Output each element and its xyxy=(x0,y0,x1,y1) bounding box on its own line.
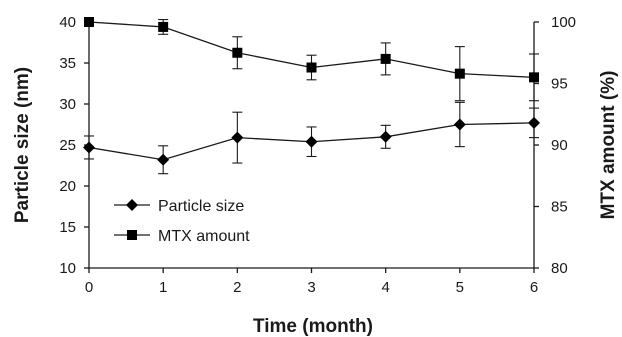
legend-marker xyxy=(127,230,137,240)
x-tick-label: 3 xyxy=(307,279,315,296)
y-right-tick-label: 90 xyxy=(551,137,568,154)
y-left-tick-label: 10 xyxy=(59,260,76,277)
y-axis-right-title: MTX amount (%) xyxy=(598,71,619,220)
y-left-tick-label: 20 xyxy=(59,178,76,195)
series-particle-size xyxy=(83,101,540,175)
y-left-tick-label: 35 xyxy=(59,55,76,72)
y-left-tick-label: 30 xyxy=(59,96,76,113)
data-point xyxy=(84,17,94,27)
legend-label: Particle size xyxy=(158,198,244,215)
y-right-tick-label: 100 xyxy=(551,14,576,31)
series-mtx-amount xyxy=(84,17,539,102)
x-tick-label: 4 xyxy=(381,279,389,296)
tick-labels: 10 15 20 25 30 35 40 80 85 90 95 100 0 1 2 3 4 5 6 xyxy=(59,14,576,296)
legend-label: MTX amount xyxy=(158,228,250,245)
x-tick-label: 6 xyxy=(530,279,538,296)
data-point xyxy=(379,130,392,143)
y-axis-left-title: Particle size (nm) xyxy=(12,67,33,223)
y-right-tick-label: 95 xyxy=(551,76,568,93)
data-point xyxy=(306,62,317,73)
legend-marker xyxy=(126,199,138,211)
x-tick-label: 2 xyxy=(233,279,241,296)
data-point xyxy=(232,47,243,58)
x-axis-title: Time (month) xyxy=(253,316,373,337)
legend: Particle size MTX amount xyxy=(114,198,250,245)
y-left-tick-label: 40 xyxy=(59,14,76,31)
y-right-tick-label: 80 xyxy=(551,260,568,277)
data-point xyxy=(528,116,540,129)
data-point xyxy=(157,153,170,166)
y-left-tick-label: 15 xyxy=(59,219,76,236)
y-left-tick-label: 25 xyxy=(59,137,76,154)
x-tick-label: 5 xyxy=(456,279,464,296)
data-point xyxy=(453,118,466,131)
data-point xyxy=(454,68,465,79)
data-point xyxy=(231,131,244,144)
data-point xyxy=(380,53,391,64)
data-point xyxy=(529,72,539,83)
x-tick-label: 1 xyxy=(159,279,167,296)
data-point xyxy=(158,21,169,32)
x-tick-label: 0 xyxy=(85,279,93,296)
data-point xyxy=(305,135,318,148)
series-layer xyxy=(83,17,540,175)
data-point xyxy=(83,141,95,154)
y-right-tick-label: 85 xyxy=(551,199,568,216)
